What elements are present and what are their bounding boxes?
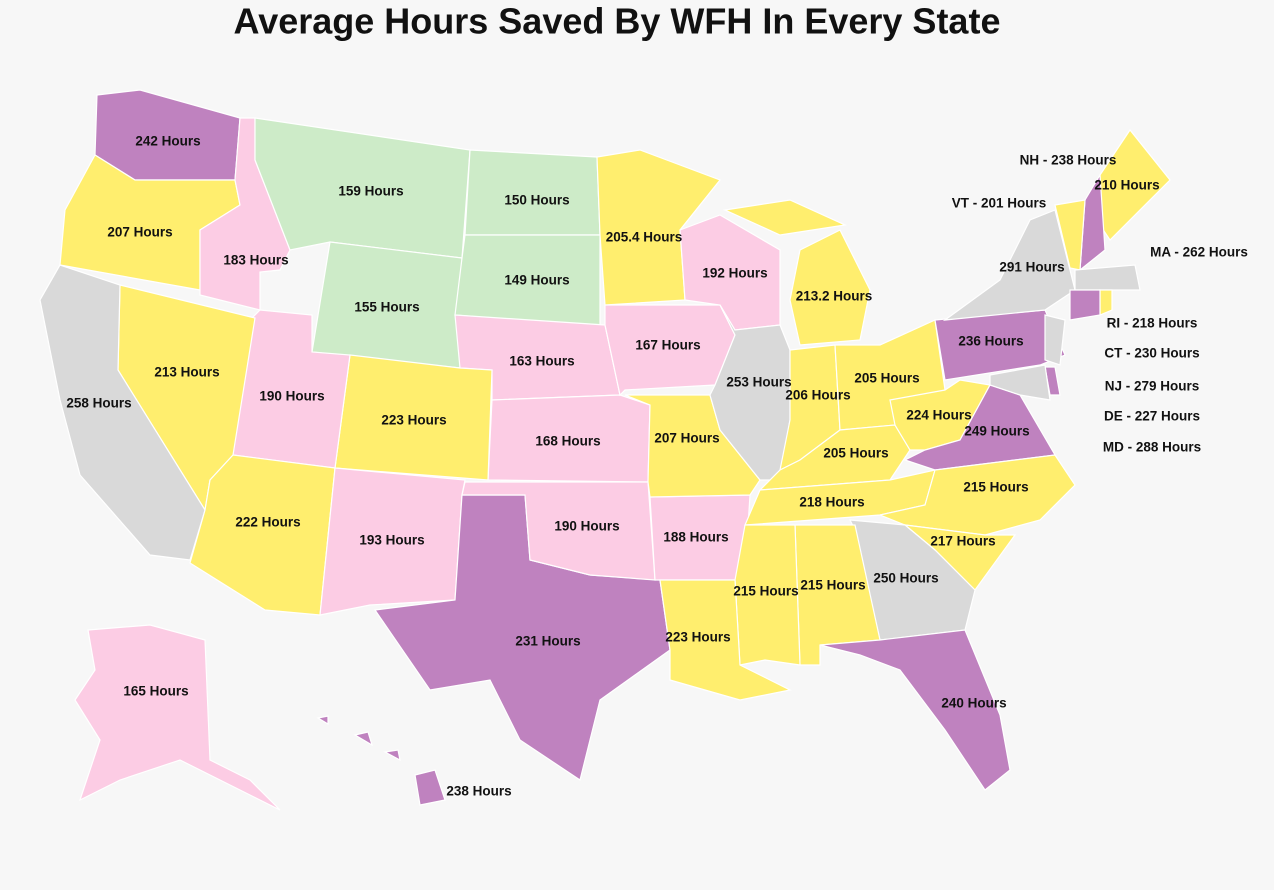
state-shape — [189, 454, 336, 616]
state-label: 218 Hours — [799, 495, 864, 510]
state-label: 213 Hours — [154, 365, 219, 380]
state-label: 188 Hours — [663, 530, 728, 545]
state-label: 167 Hours — [635, 338, 700, 353]
state-shape — [74, 624, 281, 811]
state-label: 205.4 Hours — [606, 230, 683, 245]
state-shape — [789, 229, 871, 346]
state-shape — [1044, 314, 1066, 366]
state-label: 240 Hours — [941, 696, 1006, 711]
state-label: 242 Hours — [135, 134, 200, 149]
state-label: 190 Hours — [259, 389, 324, 404]
state-label: RI - 218 Hours — [1107, 316, 1198, 331]
state-label: MA - 262 Hours — [1150, 245, 1248, 260]
state-label: 150 Hours — [504, 193, 569, 208]
state-label: 163 Hours — [509, 354, 574, 369]
state-shape — [1099, 289, 1113, 316]
state-shape — [383, 749, 401, 762]
state-label: NH - 238 Hours — [1020, 153, 1117, 168]
state-label: 213.2 Hours — [796, 289, 873, 304]
state-label: MD - 288 Hours — [1103, 440, 1201, 455]
state-label: 159 Hours — [338, 184, 403, 199]
state-label: 193 Hours — [359, 533, 424, 548]
state-label: 165 Hours — [123, 684, 188, 699]
state-label: 258 Hours — [66, 396, 131, 411]
state-label: 168 Hours — [535, 434, 600, 449]
state-label: 215 Hours — [800, 578, 865, 593]
state-label: 183 Hours — [223, 253, 288, 268]
map-title: Average Hours Saved By WFH In Every Stat… — [234, 1, 1001, 42]
state-shape — [316, 715, 329, 726]
state-label: 205 Hours — [854, 371, 919, 386]
state-shape — [1074, 264, 1141, 291]
state-shape — [722, 199, 848, 236]
state-shape — [819, 629, 1011, 791]
state-label: 222 Hours — [235, 515, 300, 530]
state-label: 238 Hours — [446, 784, 511, 799]
state-label: 205 Hours — [823, 446, 888, 461]
state-shape — [942, 209, 1076, 321]
state-shape — [1069, 289, 1101, 321]
state-label: 217 Hours — [930, 534, 995, 549]
state-shape — [659, 579, 792, 701]
state-label: 223 Hours — [381, 413, 446, 428]
state-label: 224 Hours — [906, 408, 971, 423]
state-label: 236 Hours — [958, 334, 1023, 349]
state-label: VT - 201 Hours — [952, 196, 1047, 211]
state-label: 190 Hours — [554, 519, 619, 534]
state-label: 149 Hours — [504, 273, 569, 288]
state-label: CT - 230 Hours — [1104, 346, 1199, 361]
state-label: 192 Hours — [702, 266, 767, 281]
state-shape — [353, 731, 374, 747]
state-label: 231 Hours — [515, 634, 580, 649]
state-label: 253 Hours — [726, 375, 791, 390]
state-label: 155 Hours — [354, 300, 419, 315]
state-label: 215 Hours — [733, 584, 798, 599]
state-label: 250 Hours — [873, 571, 938, 586]
state-label: 207 Hours — [654, 431, 719, 446]
state-label: 207 Hours — [107, 225, 172, 240]
state-label: 291 Hours — [999, 260, 1064, 275]
state-shape — [461, 481, 656, 581]
state-shape — [989, 364, 1051, 401]
state-label: DE - 227 Hours — [1104, 409, 1200, 424]
state-label: 249 Hours — [964, 424, 1029, 439]
state-label: 206 Hours — [785, 388, 850, 403]
state-label: 223 Hours — [665, 630, 730, 645]
state-label: NJ - 279 Hours — [1105, 379, 1200, 394]
state-label: 215 Hours — [963, 480, 1028, 495]
state-shape — [39, 264, 206, 561]
state-label: 210 Hours — [1094, 178, 1159, 193]
state-shape — [414, 769, 446, 806]
